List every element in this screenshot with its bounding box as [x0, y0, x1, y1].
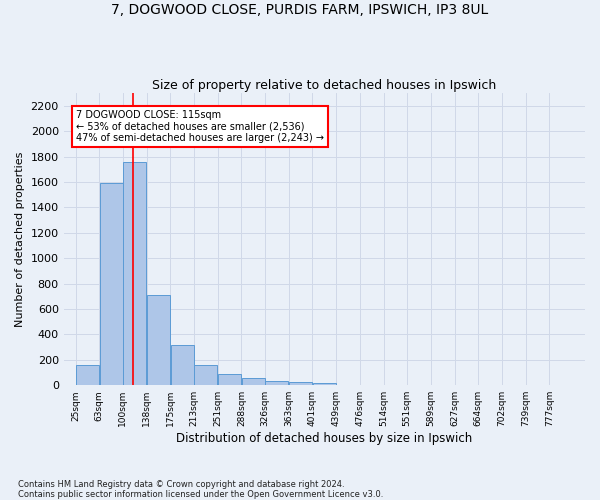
Bar: [170, 345, 194, 385]
Bar: [76, 365, 99, 385]
Text: 7 DOGWOOD CLOSE: 115sqm
← 53% of detached houses are smaller (2,536)
47% of semi: 7 DOGWOOD CLOSE: 115sqm ← 53% of detache…: [76, 110, 324, 143]
Text: 7, DOGWOOD CLOSE, PURDIS FARM, IPSWICH, IP3 8UL: 7, DOGWOOD CLOSE, PURDIS FARM, IPSWICH, …: [112, 2, 488, 16]
Bar: [265, 381, 289, 385]
Bar: [242, 378, 265, 385]
Bar: [289, 382, 312, 385]
Bar: [194, 365, 217, 385]
Y-axis label: Number of detached properties: Number of detached properties: [15, 152, 25, 327]
Bar: [123, 162, 146, 385]
Bar: [218, 374, 241, 385]
X-axis label: Distribution of detached houses by size in Ipswich: Distribution of detached houses by size …: [176, 432, 472, 445]
Title: Size of property relative to detached houses in Ipswich: Size of property relative to detached ho…: [152, 79, 496, 92]
Bar: [147, 295, 170, 385]
Text: Contains HM Land Registry data © Crown copyright and database right 2024.
Contai: Contains HM Land Registry data © Crown c…: [18, 480, 383, 499]
Bar: [100, 184, 122, 385]
Bar: [313, 382, 336, 385]
